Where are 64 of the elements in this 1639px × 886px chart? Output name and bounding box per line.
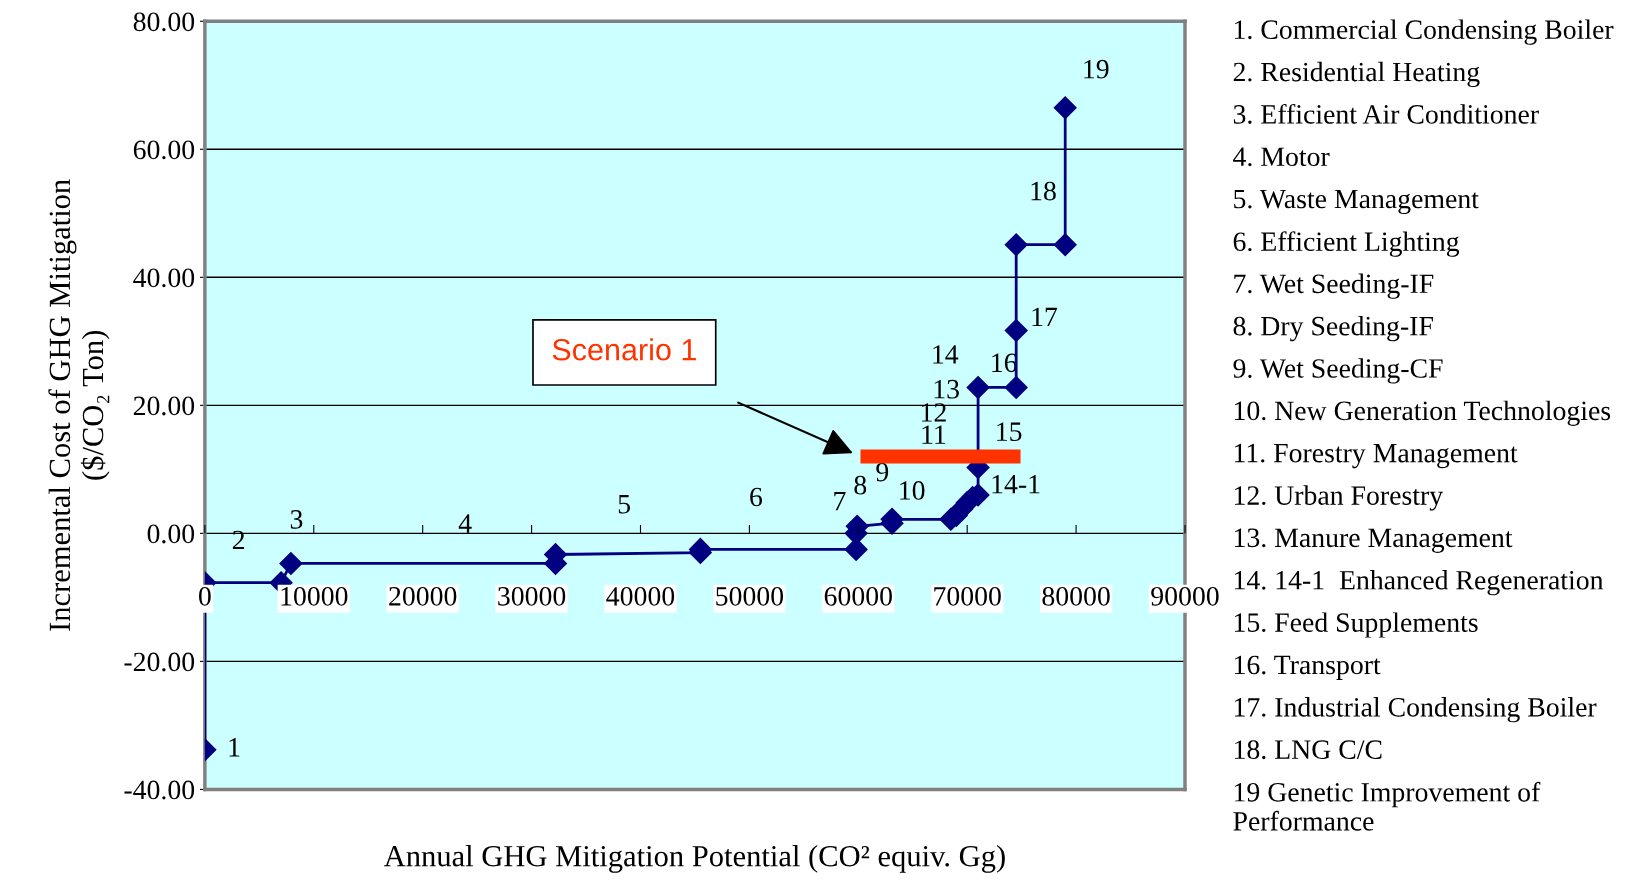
text: 19 Genetic Improvement of Performance xyxy=(1233,781,1541,831)
annotation: 3 xyxy=(290,510,303,529)
y-tick-label: 60.00 xyxy=(133,140,195,160)
text: 9. Wet Seeding-CF xyxy=(1233,358,1443,384)
annotation: 7 xyxy=(834,492,846,511)
point xyxy=(1053,233,1077,257)
x-tick-label: 70000 xyxy=(934,586,1001,606)
y-tick-label: -40.00 xyxy=(124,780,195,800)
annotation: 5 xyxy=(618,495,631,514)
annotation: 4 xyxy=(458,514,472,533)
annotation: 14 xyxy=(933,345,959,364)
text: 2. Residential Heating xyxy=(1233,61,1480,88)
text: 12. Urban Forestry xyxy=(1234,485,1444,511)
annotation: 17 xyxy=(1032,307,1058,327)
y-tick-label: 0.00 xyxy=(147,524,195,544)
annotation: 14-1 xyxy=(992,474,1040,494)
x-tick-label: 90000 xyxy=(1151,586,1219,606)
y-axis-title: Incremental Cost of GHG Mitigation ($/CO₂ Ton) xyxy=(48,179,110,631)
text: 13. Manure Management xyxy=(1234,528,1513,553)
y-tick-label: -20.00 xyxy=(124,652,195,672)
y-tick-label: 80.00 xyxy=(133,12,195,32)
text: 1. Commercial Condensing Boiler xyxy=(1234,19,1614,45)
text: 17. Industrial Condensing Boiler xyxy=(1234,697,1597,723)
point xyxy=(1004,233,1028,257)
x-tick-label: 60000 xyxy=(824,586,892,606)
annotation: 19 xyxy=(1084,59,1109,79)
text: Scenario 1 xyxy=(552,338,696,361)
annotation: 2 xyxy=(232,530,245,550)
annotation: 13 xyxy=(934,379,959,399)
annotation: 6 xyxy=(750,487,763,507)
point xyxy=(1004,318,1028,342)
x-tick-label: 40000 xyxy=(606,586,675,606)
annotation: 9 xyxy=(876,462,889,482)
x-tick-label: 80000 xyxy=(1042,586,1110,606)
text: 10. New Generation Technologies xyxy=(1234,400,1611,426)
annotation: 8 xyxy=(854,475,867,495)
y-tick-label: 20.00 xyxy=(133,396,195,416)
x-tick-label: 10000 xyxy=(281,586,348,606)
annotation: 11 xyxy=(922,425,946,444)
x-tick-label: 20000 xyxy=(389,586,457,606)
annotation: 15 xyxy=(997,422,1022,442)
text: 7. Wet Seeding-IF xyxy=(1234,273,1434,299)
text: 15. Feed Supplements xyxy=(1234,612,1478,638)
x-axis-title: Annual GHG Mitigation Potential (CO² equiv. Gg) xyxy=(384,844,1005,873)
point xyxy=(966,375,990,399)
annotation: 18 xyxy=(1031,181,1056,201)
annotation: 1 xyxy=(229,738,240,757)
text: 5. Waste Management xyxy=(1234,189,1479,215)
x-tick-label: 50000 xyxy=(716,586,784,606)
text: 18. LNG C/C xyxy=(1234,740,1382,760)
point xyxy=(279,551,303,575)
text: 3. Efficient Air Conditioner xyxy=(1233,103,1539,124)
point xyxy=(1053,96,1077,120)
x-tick-label: 30000 xyxy=(498,586,566,606)
text: 11. Forestry Management xyxy=(1234,443,1518,469)
annotation: 10 xyxy=(900,481,925,500)
text: 14. 14-1 Enhanced Regeneration xyxy=(1234,570,1604,596)
y-tick-label: 40.00 xyxy=(133,268,195,288)
text: 8. Dry Seeding-IF xyxy=(1233,315,1433,342)
text: 6. Efficient Lighting xyxy=(1233,231,1460,257)
text: 4. Motor xyxy=(1233,147,1330,167)
x-tick-label: 0 xyxy=(198,586,211,606)
text: 16. Transport xyxy=(1234,655,1381,680)
point xyxy=(1004,375,1028,399)
